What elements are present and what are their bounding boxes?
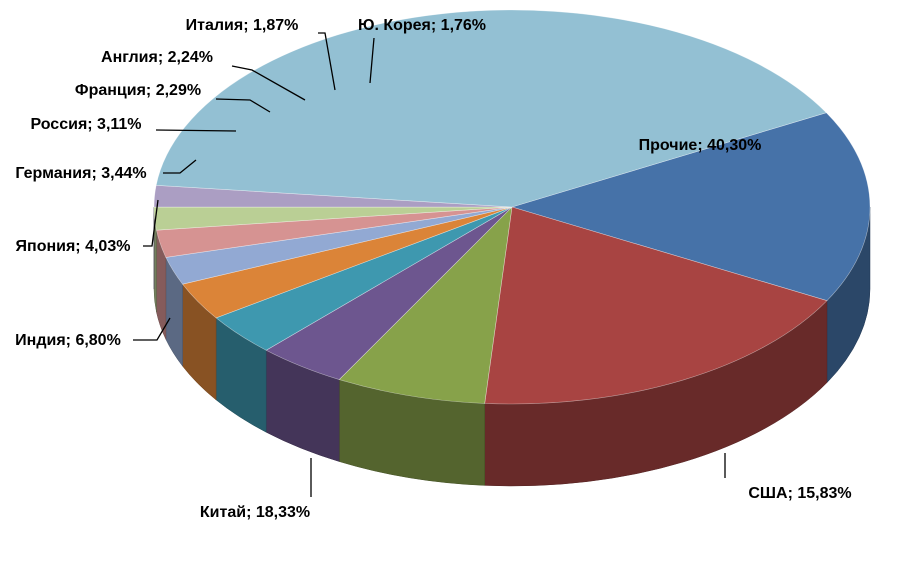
leader-line-5 bbox=[155, 129, 237, 132]
slice-label-9: Ю. Корея; 1,76% bbox=[358, 17, 486, 34]
slice-2 bbox=[338, 206, 513, 404]
leader-line-7 bbox=[231, 65, 306, 101]
slice-label-0: США; 15,83% bbox=[748, 485, 851, 502]
leader-lines bbox=[133, 32, 726, 497]
leader-line-2 bbox=[133, 317, 171, 341]
leader-line-9 bbox=[369, 37, 375, 84]
leader-line-3 bbox=[143, 199, 159, 247]
leader-line-6 bbox=[215, 98, 271, 113]
slice-label-5: Россия; 3,11% bbox=[30, 116, 141, 133]
slice-0 bbox=[510, 112, 871, 302]
slice-label-6: Франция; 2,29% bbox=[75, 82, 201, 99]
leader-line-4 bbox=[163, 159, 197, 174]
slice-label-2: Индия; 6,80% bbox=[15, 332, 121, 349]
slice-label-4: Германия; 3,44% bbox=[15, 165, 146, 182]
pie-slices bbox=[153, 9, 871, 405]
slice-label-3: Япония; 4,03% bbox=[16, 238, 131, 255]
slice-label-7: Англия; 2,24% bbox=[101, 49, 213, 66]
slice-label-8: Италия; 1,87% bbox=[186, 17, 299, 34]
slice-labels: США; 15,83% Китай; 18,33% Индия; 6,80% Япон… bbox=[15, 17, 851, 521]
slice-label-10: Прочие; 40,30% bbox=[639, 137, 762, 154]
slice-1 bbox=[484, 206, 828, 405]
slice-label-1: Китай; 18,33% bbox=[200, 504, 310, 521]
slice-10 bbox=[155, 9, 827, 208]
leader-line-8 bbox=[318, 32, 336, 91]
pie-side-walls bbox=[153, 206, 871, 487]
